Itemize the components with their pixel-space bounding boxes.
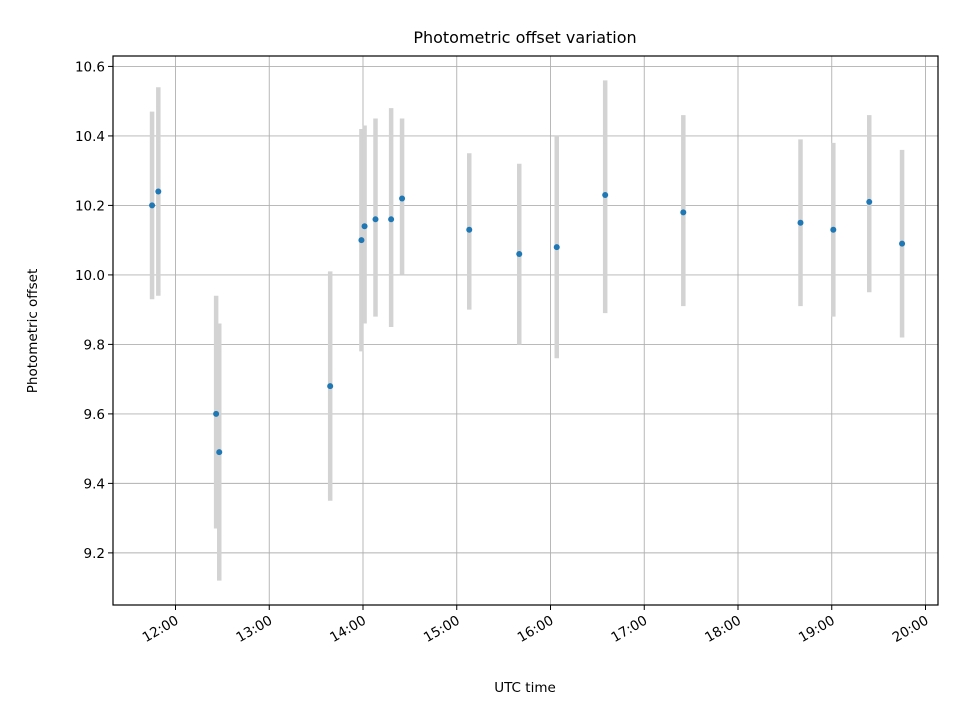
data-point	[358, 237, 365, 244]
data-point	[213, 410, 220, 417]
y-tick-label: 10.2	[75, 198, 105, 214]
y-tick-label: 10.4	[75, 129, 105, 145]
data-point	[388, 216, 395, 223]
y-tick-label: 9.8	[84, 337, 105, 353]
data-point	[680, 209, 687, 216]
y-tick-label: 10.6	[75, 59, 105, 75]
data-point	[553, 244, 560, 251]
y-tick-label: 10.0	[75, 268, 105, 284]
y-axis-label: Photometric offset	[25, 269, 41, 393]
data-point	[155, 188, 162, 195]
data-point	[602, 191, 609, 198]
plot-frame	[112, 55, 939, 606]
chart-title: Photometric offset variation	[413, 28, 636, 47]
data-point	[327, 383, 334, 390]
y-tick-label: 9.2	[84, 546, 105, 562]
y-tick-label: 9.6	[84, 407, 105, 423]
y-tick-label: 9.4	[84, 476, 105, 492]
data-point	[149, 202, 156, 209]
x-axis-label: UTC time	[494, 680, 556, 696]
data-point	[797, 219, 804, 226]
data-point	[866, 198, 873, 205]
y-axis-ticks: 9.2 9.4 9.6 9.8 10.0 10.2 10.4 10.6	[75, 59, 113, 562]
data-point	[216, 449, 223, 456]
data-point	[466, 226, 473, 233]
data-points	[149, 188, 906, 456]
data-point	[361, 223, 368, 230]
data-point	[899, 240, 906, 247]
data-point	[516, 251, 523, 258]
data-point	[372, 216, 379, 223]
data-point	[399, 195, 406, 202]
data-point	[830, 226, 837, 233]
